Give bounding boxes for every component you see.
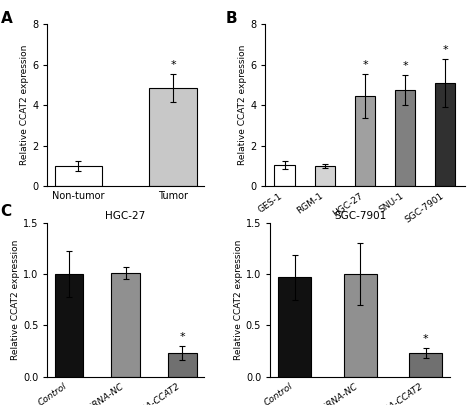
Bar <box>278 277 311 377</box>
Text: *: * <box>402 61 408 71</box>
Y-axis label: Relative CCAT2 expression: Relative CCAT2 expression <box>11 239 20 360</box>
Title: SGC-7901: SGC-7901 <box>334 211 386 221</box>
Y-axis label: Relative CCAT2 expression: Relative CCAT2 expression <box>238 45 247 166</box>
Text: *: * <box>180 332 185 342</box>
Bar <box>55 166 102 186</box>
Bar <box>149 88 197 186</box>
Bar <box>111 273 140 377</box>
Title: HGC-27: HGC-27 <box>106 211 146 221</box>
Bar <box>315 166 335 186</box>
Text: *: * <box>170 60 176 70</box>
Text: *: * <box>443 45 448 55</box>
Bar <box>410 353 442 377</box>
Text: B: B <box>226 11 237 26</box>
Text: *: * <box>423 334 428 344</box>
Bar <box>274 165 295 186</box>
Bar <box>55 274 83 377</box>
Text: *: * <box>362 60 368 70</box>
Y-axis label: Relative CCAT2 expression: Relative CCAT2 expression <box>234 239 243 360</box>
Text: C: C <box>0 204 11 219</box>
Bar <box>395 90 415 186</box>
Text: A: A <box>0 11 12 26</box>
Bar <box>168 353 197 377</box>
Y-axis label: Relative CCAT2 expression: Relative CCAT2 expression <box>20 45 29 166</box>
Bar <box>355 96 375 186</box>
Bar <box>344 274 377 377</box>
Bar <box>435 83 456 186</box>
